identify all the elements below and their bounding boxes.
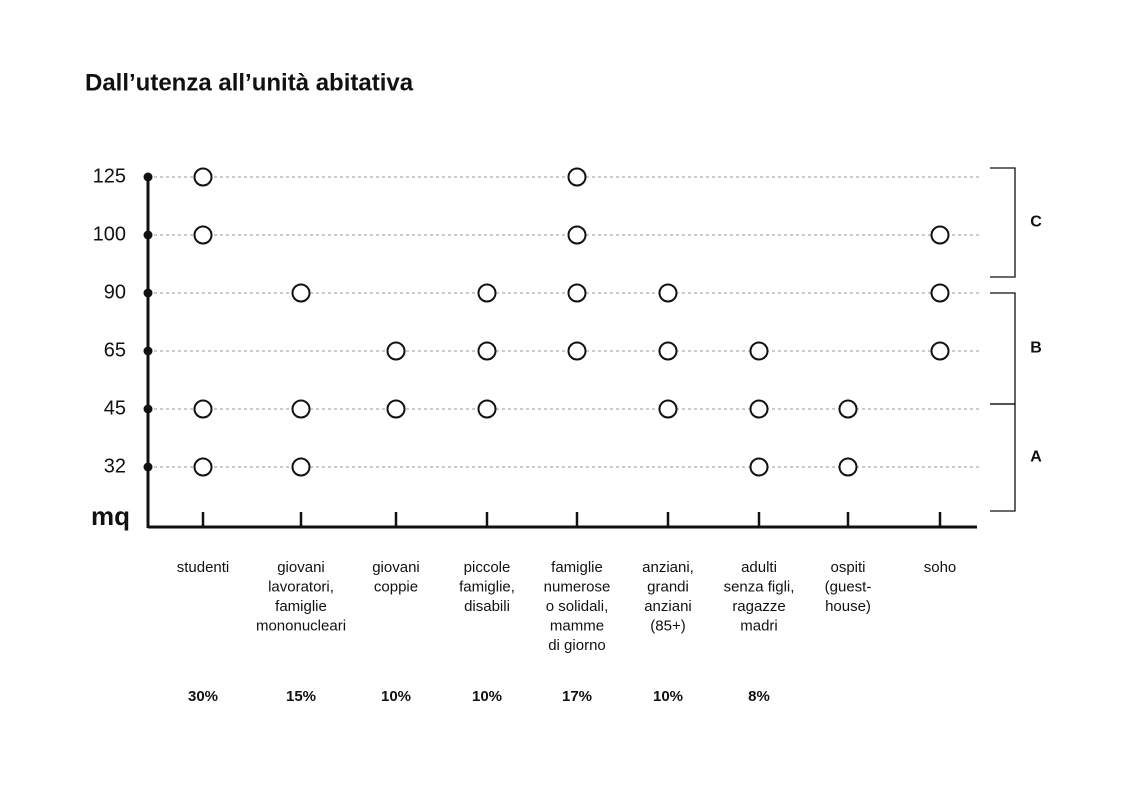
dot [567,225,587,245]
dot [567,167,587,187]
dot [838,457,858,477]
share-label: 10% [653,688,683,705]
share-label: 8% [748,688,770,705]
dot [749,341,769,361]
dot [386,341,406,361]
share-label: 10% [381,688,411,705]
y-tick-label: 65 [104,339,126,361]
dot [477,399,497,419]
category-label: (guest- [825,578,872,595]
category-label: famiglie [551,559,603,576]
dot [291,283,311,303]
y-tick-label: 90 [104,281,126,303]
dot [477,283,497,303]
share-label: 15% [286,688,316,705]
band-bracket [990,292,1016,405]
category-label: famiglie, [459,578,515,595]
y-axis-label: mq [91,501,130,531]
category-label: di giorno [548,637,606,654]
share-label: 17% [562,688,592,705]
dot [930,341,950,361]
category-label: famiglie [275,598,327,615]
dot [193,399,213,419]
category-label: ospiti [830,559,865,576]
category-label: coppie [374,578,418,595]
share-label: 10% [472,688,502,705]
band-label: A [1030,449,1042,466]
category-label: madri [740,617,778,634]
y-tick-label: 100 [93,223,126,245]
dot [386,399,406,419]
band-bracket [990,403,1016,512]
dot [658,341,678,361]
band-label: C [1030,214,1042,231]
category-label: mamme [550,617,604,634]
category-label: mononucleari [256,617,346,634]
category-label: (85+) [650,617,685,634]
y-tick-label: 45 [104,397,126,419]
share-label: 30% [188,688,218,705]
category-label: grandi [647,578,689,595]
category-label: giovani [372,559,420,576]
dot [567,283,587,303]
category-label: house) [825,598,871,615]
dot [193,167,213,187]
category-label: studenti [177,559,230,576]
category-label: soho [924,559,957,576]
y-tick-label: 32 [104,455,126,477]
category-label: anziani [644,598,692,615]
dot [930,283,950,303]
band-label: B [1030,340,1042,357]
category-label: o solidali, [546,598,609,615]
dot [193,457,213,477]
category-label: disabili [464,598,510,615]
dot [193,225,213,245]
category-label: anziani, [642,559,694,576]
dot [749,399,769,419]
dot [291,399,311,419]
category-label: senza figli, [724,578,795,595]
dot [658,283,678,303]
dot [291,457,311,477]
category-label: ragazze [732,598,785,615]
category-label: piccole [464,559,511,576]
category-label: numerose [544,578,611,595]
dot [749,457,769,477]
dot [838,399,858,419]
category-label: lavoratori, [268,578,334,595]
dot [477,341,497,361]
band-bracket [990,167,1016,278]
category-label: adulti [741,559,777,576]
dot [658,399,678,419]
dot [567,341,587,361]
chart-title: Dall’utenza all’unità abitativa [85,69,414,96]
category-label: giovani [277,559,325,576]
y-tick-label: 125 [93,165,126,187]
dot [930,225,950,245]
